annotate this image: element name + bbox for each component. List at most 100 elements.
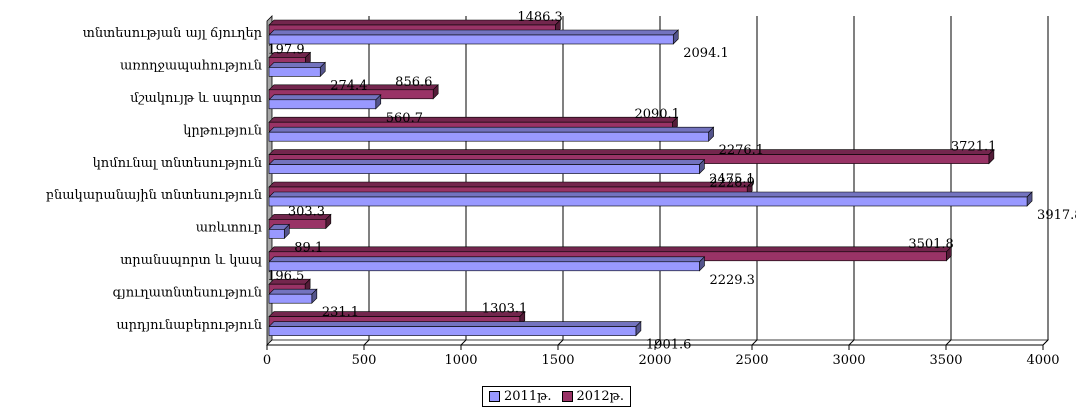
gridline-floor [945, 339, 952, 346]
bar-front [268, 131, 709, 142]
bar-top [268, 181, 753, 188]
bar-2011 [268, 320, 642, 337]
bar-2011 [268, 61, 326, 78]
legend-swatch-2011 [489, 391, 500, 402]
bar-top [268, 29, 679, 36]
data-label-2012: 2090.1 [634, 107, 680, 122]
bar-front [268, 34, 674, 45]
bar-top [268, 62, 326, 68]
data-label-2011: 560.7 [386, 111, 423, 126]
bar-2012 [268, 278, 311, 294]
chart-back-wall [266, 15, 1049, 346]
x-tick-label: 500 [352, 353, 377, 368]
data-label-2011: 89.1 [294, 240, 323, 255]
data-label-2011: 1901.6 [646, 338, 692, 353]
bar-2012 [268, 148, 995, 165]
data-label-2011: 231.1 [322, 305, 359, 320]
bar-front [268, 219, 327, 229]
bar-front [268, 164, 700, 174]
gridline-floor [654, 339, 661, 346]
bar-front [268, 196, 1028, 207]
bar-front [268, 293, 313, 304]
bar-top [268, 246, 953, 253]
data-label-2011: 2229.3 [709, 273, 755, 288]
data-labels: 1486.3 2094.1 197.9 274.4 856.6 560.7 2090.1 22… [267, 10, 1076, 353]
data-label-2012: 3501.8 [908, 237, 954, 252]
bar-2011 [268, 126, 715, 142]
data-label-2012: 3721.1 [951, 140, 997, 155]
bar-top [268, 116, 679, 123]
bar-top [268, 149, 995, 155]
legend: 2011թ. 2012թ. [482, 386, 631, 407]
data-label-2011: 2276.1 [719, 143, 765, 158]
bar-top [268, 256, 706, 263]
bar-2011 [268, 288, 318, 304]
bar-2012 [268, 213, 332, 230]
data-label-2012: 2475.1 [709, 172, 755, 187]
bar-2012 [268, 19, 562, 35]
gridline-floor [1042, 339, 1049, 346]
bar-2011 [268, 256, 706, 272]
bar-front [268, 67, 321, 77]
gridline-floor [848, 339, 855, 346]
data-label-2011: 2228.9 [709, 176, 755, 191]
x-tick-label: 2000 [638, 353, 671, 368]
legend-swatch-2012 [561, 391, 573, 402]
data-label-2012: 303.3 [288, 204, 325, 219]
category-label: գյուղատնտեսություն [113, 285, 262, 300]
x-tick-label: 3500 [929, 353, 962, 368]
x-tick-label: 2500 [735, 353, 768, 368]
data-label-2012: 1486.3 [517, 10, 563, 25]
data-label-2011: 3917.8 [1037, 208, 1076, 223]
data-label-2012: 196.5 [267, 269, 304, 284]
bar-2012 [268, 246, 953, 262]
category-label: առևտուր [196, 221, 263, 236]
bar-series [268, 19, 1033, 337]
bar-top [268, 94, 382, 101]
data-label-2012: 197.9 [267, 42, 304, 57]
bar-2012 [268, 116, 679, 132]
x-tick-label: 1500 [541, 353, 574, 368]
category-label: տնտեսության այլ ճյուղեր [83, 26, 263, 41]
bar-front [268, 326, 637, 336]
x-tick-label: 3000 [832, 353, 865, 368]
bar-2012 [268, 310, 526, 327]
bar-top [268, 159, 706, 165]
category-label: արդյունաբերություն [116, 318, 262, 333]
legend-item-2012: 2012թ. [561, 389, 625, 404]
bar-2012 [268, 84, 439, 100]
gridlines [363, 16, 1049, 346]
bar-top [268, 288, 318, 295]
category-label: բնակարանային տնտեսություն [46, 188, 262, 203]
gridline-floor [460, 339, 467, 346]
legend-item-2011: 2011թ. [489, 389, 552, 404]
x-tick-label: 0 [263, 353, 271, 368]
legend-label-2012: 2012թ. [576, 389, 625, 404]
category-label: կոմունալ տնտեսություն [93, 156, 262, 171]
x-tick-label: 4000 [1026, 353, 1059, 368]
bar-front [268, 261, 700, 272]
gridline-floor [751, 339, 758, 346]
x-axis: 0 500 1000 1500 2000 2500 3000 3500 4000 [263, 344, 1060, 368]
data-label-2011: 274.4 [330, 78, 367, 93]
category-label: մշակույթ և սպորտ [130, 91, 262, 106]
bar-2011 [268, 94, 382, 110]
bar-2011 [268, 191, 1033, 207]
bar-2011 [268, 223, 291, 240]
bar-top [268, 191, 1033, 198]
category-label: տրանսպորտ և կապ [120, 253, 262, 268]
bar-2011 [268, 29, 679, 45]
gridline-floor [557, 339, 564, 346]
bar-top [268, 321, 642, 327]
bar-front [268, 229, 285, 239]
gridline-floor [363, 339, 370, 346]
x-tick-label: 1000 [444, 353, 477, 368]
category-label: առողջապահություն [120, 59, 262, 74]
data-label-2012: 1303.1 [482, 302, 528, 317]
legend-label-2011: 2011թ. [504, 389, 552, 404]
data-label-2012: 856.6 [395, 75, 432, 90]
bar-2012 [268, 51, 312, 68]
data-label-2011: 2094.1 [683, 46, 729, 61]
category-label: կրթություն [183, 123, 262, 138]
bar-2011 [268, 158, 706, 175]
